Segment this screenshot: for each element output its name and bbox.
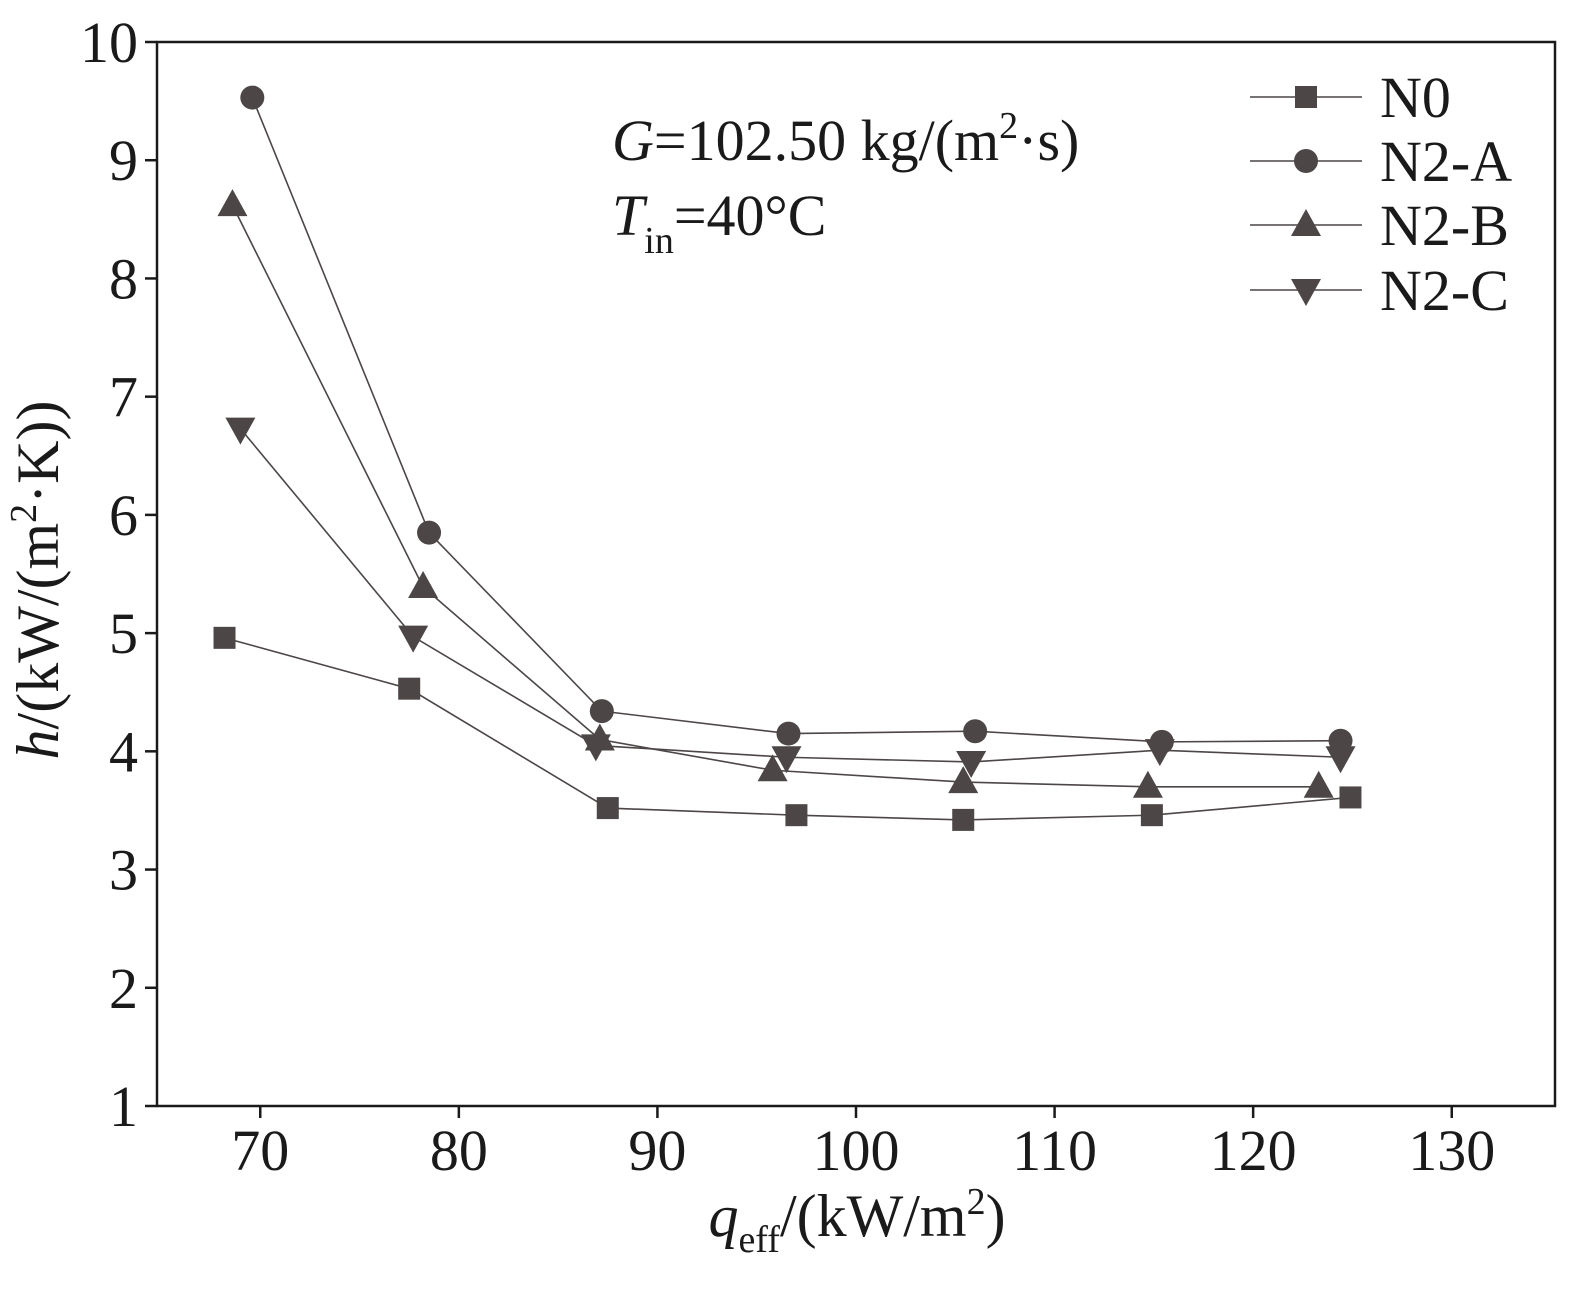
legend-marker-n0: [1295, 86, 1317, 108]
legend-entry-n2-c: N2-C: [1250, 258, 1509, 323]
x-tick-label-120: 120: [1210, 1118, 1297, 1183]
n2-b-point-4: [757, 754, 788, 782]
n2-b-point-2: [408, 571, 439, 599]
y-tick-label-1: 1: [109, 1074, 138, 1139]
annotation-inlet-temperature-value: =40°C: [674, 183, 827, 248]
annotation-inlet-temperature-symbol: T: [612, 183, 648, 248]
legend-entry-n2-b: N2-B: [1250, 193, 1509, 258]
series-n2-c: [225, 417, 1356, 778]
n2-a-point-4: [776, 721, 801, 746]
axes: 70 80 90 100 110 120 130 1 2 3 4 5 6 7 8 9 10: [80, 10, 1557, 1183]
annotation-inlet-temperature: Tin=40°C: [612, 183, 826, 262]
n0-point-3: [596, 797, 619, 820]
n2-a-point-5: [963, 719, 988, 744]
n2-c-point-4: [771, 746, 802, 774]
n2-c-point-1: [225, 417, 256, 445]
n2-c-point-7: [1325, 746, 1356, 774]
n2-c-point-2: [398, 625, 429, 653]
legend-label-n0: N0: [1380, 65, 1451, 130]
n2-a-point-3: [589, 699, 614, 724]
legend-entry-n0: N0: [1250, 65, 1451, 130]
n2-c-point-5: [956, 750, 987, 778]
x-axis-label-symbol: q: [708, 1183, 738, 1249]
y-axis-label-superscript: 2: [3, 504, 45, 523]
legend-marker-n2-c: [1291, 279, 1321, 306]
series-n2-b: [217, 189, 1334, 798]
annotation-inlet-temperature-subscript: in: [644, 220, 674, 262]
y-axis-label: h/(kW/(m2·K)): [3, 401, 71, 760]
n0-point-1: [213, 626, 236, 649]
x-tick-label-80: 80: [430, 1118, 488, 1183]
n2-a-point-1: [240, 85, 265, 110]
annotation-mass-flux: G=102.50 kg/(m2·s): [612, 105, 1079, 173]
n2-c-point-3: [580, 734, 611, 762]
x-axis-label-unit: /(kW/m: [780, 1183, 967, 1249]
y-tick-label-5: 5: [109, 601, 138, 666]
x-tick-label-100: 100: [813, 1118, 900, 1183]
y-tick-label-2: 2: [109, 956, 138, 1021]
n0-point-4: [785, 804, 808, 827]
legend-marker-n2-b: [1291, 209, 1321, 236]
x-tick-label-90: 90: [628, 1118, 686, 1183]
y-tick-label-7: 7: [109, 365, 138, 430]
annotation-mass-flux-symbol: G: [612, 108, 654, 173]
legend-marker-n2-a: [1294, 149, 1318, 173]
y-tick-label-4: 4: [109, 719, 138, 784]
y-axis-label-symbol: h: [5, 729, 71, 759]
legend-entry-n2-a: N2-A: [1250, 129, 1512, 194]
n2-b-point-1: [217, 189, 248, 217]
y-axis-label-unit: /(kW/(m: [5, 523, 71, 730]
n0-point-2: [398, 677, 421, 700]
n0-point-6: [1140, 804, 1163, 827]
n2-c-point-6: [1144, 739, 1175, 767]
annotation-mass-flux-superscript: 2: [999, 105, 1018, 147]
annotation-mass-flux-value: =102.50 kg/(m: [654, 108, 999, 173]
y-axis-label-close: ·K)): [5, 401, 71, 504]
y-tick-label-6: 6: [109, 483, 138, 548]
x-axis-label: qeff/(kW/m2): [708, 1181, 1005, 1261]
x-tick-label-70: 70: [231, 1118, 289, 1183]
x-axis-label-subscript: eff: [738, 1219, 780, 1261]
x-axis-label-superscript: 2: [967, 1181, 986, 1223]
n2-b-point-6: [1132, 770, 1163, 798]
y-tick-label-10: 10: [80, 10, 138, 75]
y-tick-label-3: 3: [109, 838, 138, 903]
series-layer: [213, 85, 1362, 831]
series-n0: [213, 626, 1362, 831]
series-line-n2-c: [239, 428, 1341, 763]
legend-label-n2-a: N2-A: [1380, 129, 1512, 194]
y-tick-label-9: 9: [109, 128, 138, 193]
n2-b-point-5: [948, 766, 979, 794]
n0-point-5: [952, 808, 975, 831]
plot-frame: [155, 40, 1557, 1108]
annotation-mass-flux-unit-close: ·s): [1018, 108, 1079, 173]
n2-a-point-2: [417, 520, 442, 545]
legend-label-n2-b: N2-B: [1380, 193, 1509, 258]
series-line-n2-b: [231, 204, 1319, 788]
y-tick-label-8: 8: [109, 246, 138, 311]
x-tick-label-130: 130: [1408, 1118, 1495, 1183]
n2-b-point-7: [1303, 770, 1334, 798]
x-tick-label-110: 110: [1012, 1118, 1097, 1183]
n0-point-7: [1339, 786, 1362, 809]
legend-label-n2-c: N2-C: [1380, 258, 1509, 323]
x-axis-label-close: ): [986, 1183, 1006, 1249]
